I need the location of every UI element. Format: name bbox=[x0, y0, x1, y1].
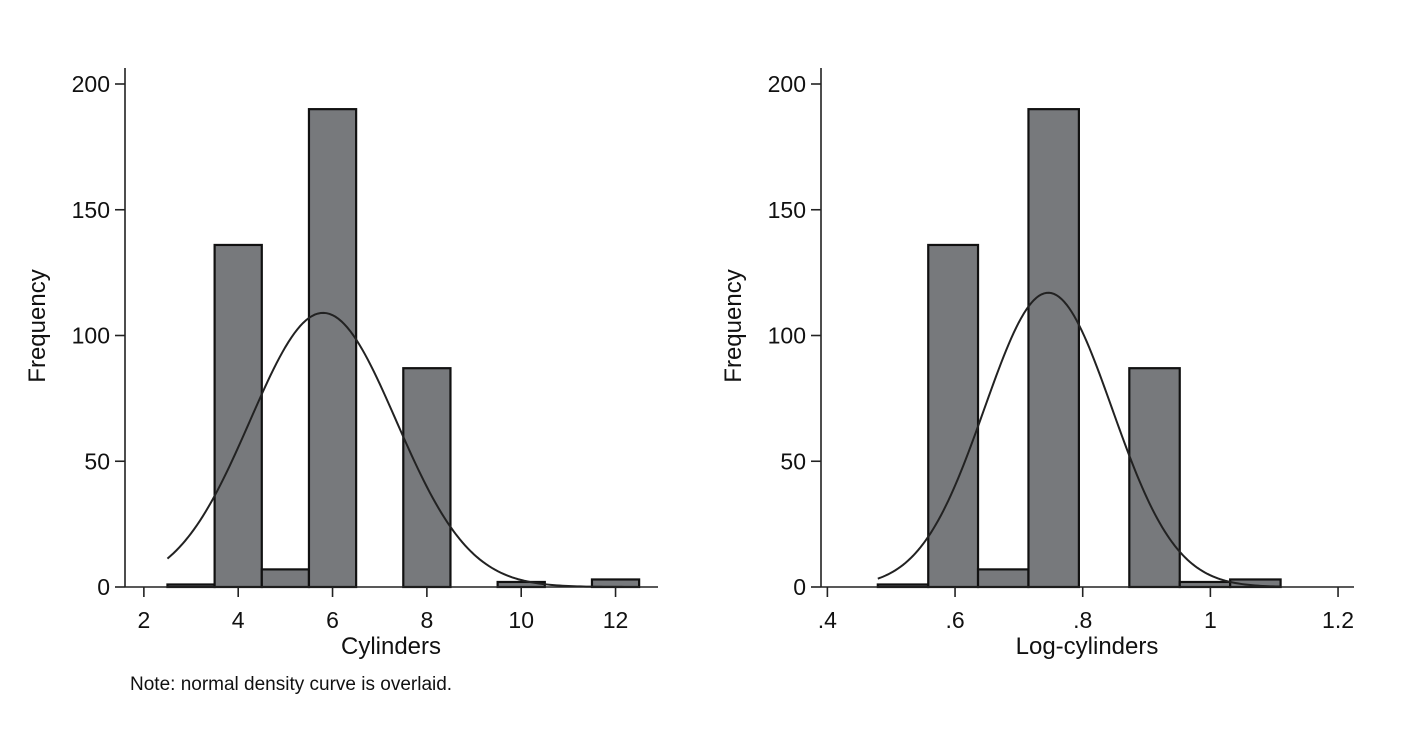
histogram-bar bbox=[307, 108, 358, 589]
log-cylinders-histogram-panel: 0 50 100 150 200 .4 .6 .8 1 1.2 Log-cylinders Fr… bbox=[720, 68, 1354, 660]
y-tick-label: 100 bbox=[72, 323, 110, 349]
cylinders-y-ticks: 0 50 100 150 200 bbox=[72, 71, 125, 600]
log-cylinders-y-ticks: 0 50 100 150 200 bbox=[768, 71, 821, 600]
x-tick-label: 8 bbox=[420, 607, 433, 633]
normal-density-curve bbox=[877, 291, 1281, 588]
histogram-bar bbox=[927, 243, 980, 589]
y-tick-label: 50 bbox=[84, 448, 110, 474]
x-tick-label: 10 bbox=[508, 607, 534, 633]
x-tick-label: .4 bbox=[818, 607, 837, 633]
cylinders-density-curve bbox=[166, 311, 640, 588]
x-tick-label: 1 bbox=[1204, 607, 1217, 633]
normal-density-curve bbox=[166, 311, 640, 588]
histogram-bar bbox=[1027, 108, 1080, 589]
x-tick-label: .8 bbox=[1073, 607, 1092, 633]
y-tick-label: 200 bbox=[768, 71, 806, 97]
x-tick-label: 6 bbox=[326, 607, 339, 633]
log-cylinders-x-ticks: .4 .6 .8 1 1.2 bbox=[818, 587, 1354, 633]
y-tick-label: 100 bbox=[768, 323, 806, 349]
y-tick-label: 50 bbox=[780, 448, 806, 474]
log-cylinders-density-curve bbox=[877, 291, 1281, 588]
log-cylinders-bars bbox=[876, 108, 1282, 589]
cylinders-axes bbox=[124, 68, 658, 588]
x-tick-label: 4 bbox=[232, 607, 245, 633]
histogram-bar bbox=[976, 568, 1030, 589]
cylinders-bars bbox=[166, 108, 641, 589]
log-cylinders-axes bbox=[820, 68, 1354, 588]
histogram-bar bbox=[213, 243, 263, 589]
cylinders-x-ticks: 2 4 6 8 10 12 bbox=[137, 587, 628, 633]
x-axis-label: Log-cylinders bbox=[1016, 633, 1159, 660]
y-tick-label: 150 bbox=[768, 197, 806, 223]
y-axis-label: Frequency bbox=[720, 269, 747, 382]
y-tick-label: 0 bbox=[793, 574, 806, 600]
x-tick-label: .6 bbox=[945, 607, 964, 633]
figure-note: Note: normal density curve is overlaid. bbox=[130, 674, 452, 695]
x-tick-label: 1.2 bbox=[1322, 607, 1354, 633]
cylinders-histogram-panel: 0 50 100 150 200 2 4 6 8 10 12 Cylinders Frequenc… bbox=[24, 68, 658, 660]
histogram-bar bbox=[402, 367, 452, 589]
y-tick-label: 200 bbox=[72, 71, 110, 97]
histogram-bar bbox=[1128, 367, 1181, 589]
y-tick-label: 0 bbox=[97, 574, 110, 600]
y-axis-label: Frequency bbox=[24, 269, 51, 382]
histogram-bar bbox=[260, 568, 311, 589]
x-axis-label: Cylinders bbox=[341, 633, 441, 660]
y-tick-label: 150 bbox=[72, 197, 110, 223]
x-tick-label: 2 bbox=[137, 607, 150, 633]
x-tick-label: 12 bbox=[603, 607, 629, 633]
